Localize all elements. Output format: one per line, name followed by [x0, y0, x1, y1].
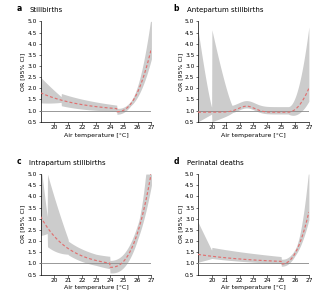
Y-axis label: OR [95% CI]: OR [95% CI]	[178, 52, 183, 91]
X-axis label: Air temperature [°C]: Air temperature [°C]	[221, 285, 286, 290]
Y-axis label: OR [95% CI]: OR [95% CI]	[178, 205, 183, 243]
Text: Stillbirths: Stillbirths	[29, 7, 63, 13]
Text: d: d	[173, 157, 179, 166]
Text: Antepartum stillbirths: Antepartum stillbirths	[187, 7, 263, 13]
Y-axis label: OR [95% CI]: OR [95% CI]	[21, 52, 26, 91]
Text: Perinatal deaths: Perinatal deaths	[187, 160, 244, 166]
Text: c: c	[16, 157, 21, 166]
X-axis label: Air temperature [°C]: Air temperature [°C]	[64, 132, 128, 138]
Y-axis label: OR [95% CI]: OR [95% CI]	[21, 205, 26, 243]
Text: Intrapartum stillbirths: Intrapartum stillbirths	[29, 160, 106, 166]
Text: a: a	[16, 4, 22, 13]
X-axis label: Air temperature [°C]: Air temperature [°C]	[221, 132, 286, 138]
Text: b: b	[173, 4, 179, 13]
X-axis label: Air temperature [°C]: Air temperature [°C]	[64, 285, 128, 290]
